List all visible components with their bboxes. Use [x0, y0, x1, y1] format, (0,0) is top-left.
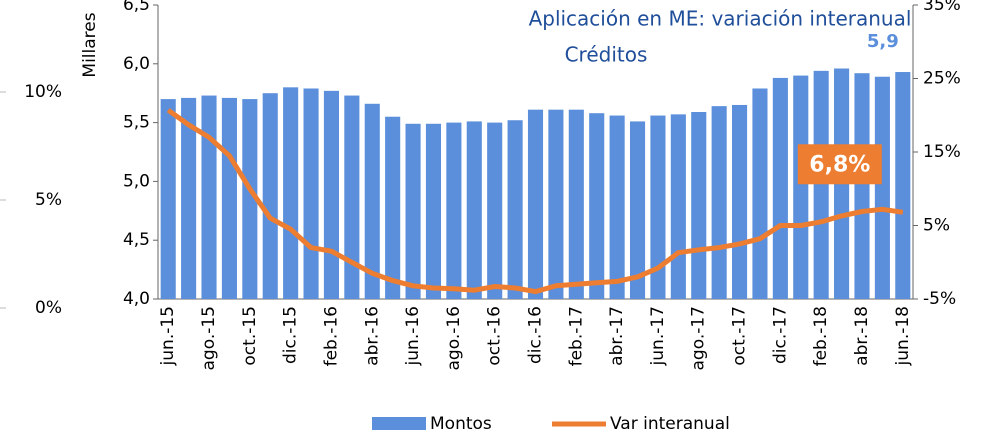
y-axis-label: Millares: [80, 12, 100, 77]
bar: [813, 70, 829, 299]
bar: [507, 120, 523, 299]
bar: [262, 93, 278, 299]
x-tick-label: jun.-18: [893, 306, 913, 366]
bar: [487, 122, 503, 299]
x-tick-label: feb.-16: [321, 306, 341, 366]
x-tick-label: ago.-16: [444, 306, 464, 370]
x-tick-label: jun.-15: [158, 306, 178, 366]
bar: [385, 116, 401, 299]
y2-tick-label: 15%: [923, 142, 961, 162]
y2-tick-label: 25%: [923, 69, 961, 89]
y2-tick-label: -5%: [923, 289, 956, 309]
fragment-tick-label: 5%: [35, 190, 62, 210]
bar: [405, 123, 421, 299]
bar: [568, 109, 584, 299]
legend-label: Montos: [430, 414, 492, 434]
bar: [629, 121, 646, 299]
bar: [364, 103, 380, 299]
bar: [589, 113, 605, 299]
bar: [466, 121, 482, 299]
y-tick-label: 4,0: [123, 289, 150, 309]
fragment-tick-label: 10%: [24, 82, 62, 102]
bar: [670, 114, 686, 299]
bar: [283, 87, 299, 299]
bar: [160, 99, 176, 299]
bar: [181, 97, 197, 300]
bar: [303, 88, 319, 299]
y-tick-label: 6,0: [123, 54, 150, 74]
x-tick-label: oct.-17: [730, 306, 750, 366]
bar: [752, 88, 768, 299]
bar: [221, 97, 237, 300]
x-tick-label: ago.-15: [199, 306, 219, 370]
y-tick-label: 5,0: [123, 171, 150, 191]
bar: [201, 95, 217, 299]
bar: [242, 99, 258, 299]
bar: [527, 109, 544, 299]
bar: [425, 123, 442, 299]
x-tick-label: oct.-16: [485, 306, 505, 366]
data-label: 5,9: [867, 31, 899, 52]
bar: [650, 115, 666, 299]
y-tick-label: 4,5: [123, 230, 150, 250]
bar: [874, 76, 890, 300]
x-tick-label: jun.-16: [403, 306, 423, 366]
chart-title: Aplicación en ME: variación interanual: [529, 7, 912, 31]
data-label-box: [797, 144, 882, 185]
bar: [344, 95, 360, 299]
chart-subtitle: Créditos: [565, 43, 648, 67]
x-tick-label: dic.-15: [281, 306, 301, 364]
x-tick-label: feb.-18: [811, 306, 831, 366]
x-tick-label: abr.-16: [362, 306, 382, 366]
bar: [691, 112, 707, 300]
bar: [732, 104, 748, 300]
bar: [772, 77, 788, 299]
data-label: 6,8%: [809, 152, 870, 177]
bar: [711, 106, 727, 299]
x-tick-label: dic.-16: [526, 306, 546, 364]
x-tick-label: abr.-17: [607, 306, 627, 366]
x-tick-label: ago.-17: [689, 306, 709, 370]
y2-tick-label: 5%: [923, 216, 950, 236]
x-tick-label: oct.-15: [240, 306, 260, 366]
x-tick-label: abr.-18: [852, 306, 872, 366]
x-tick-label: dic.-17: [770, 306, 790, 364]
bar: [446, 122, 462, 299]
line: [166, 108, 904, 295]
bar: [854, 73, 870, 299]
fragment-tick-label: 0%: [35, 298, 62, 318]
legend-label: Var interanual: [610, 414, 730, 434]
x-tick-label: jun.-17: [648, 306, 668, 366]
bar: [609, 115, 625, 299]
legend-swatch: [372, 417, 426, 430]
y-tick-label: 5,5: [123, 113, 150, 133]
bar: [895, 72, 911, 299]
bar: [323, 90, 339, 300]
bar: [548, 109, 564, 299]
x-tick-label: feb.-17: [566, 306, 586, 366]
y-tick-label: 6,5: [123, 0, 150, 15]
y2-tick-label: 35%: [923, 0, 961, 15]
bar: [793, 75, 809, 299]
